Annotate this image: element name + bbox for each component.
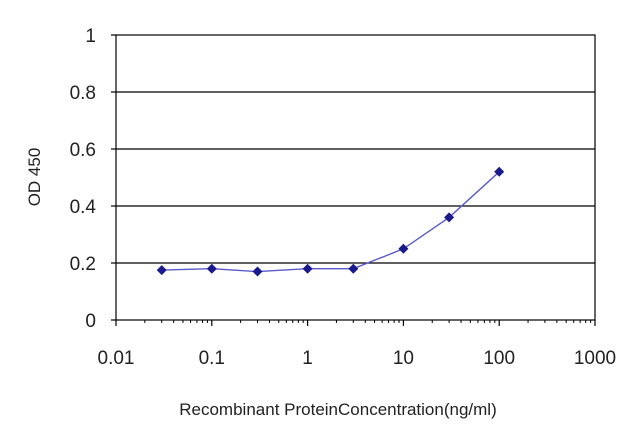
data-point bbox=[494, 166, 505, 177]
data-point bbox=[206, 263, 217, 274]
x-tick-label: 1 bbox=[302, 348, 313, 369]
x-tick-label: 0.01 bbox=[98, 348, 135, 369]
x-tick-label: 1000 bbox=[574, 348, 616, 369]
data-point bbox=[398, 243, 409, 254]
x-axis-title: Recombinant ProteinConcentration(ng/ml) bbox=[179, 400, 497, 419]
y-tick-label: 0.4 bbox=[70, 197, 97, 218]
series-line bbox=[161, 171, 500, 273]
y-axis-ticks: 0 0.2 0.4 0.6 0.8 1 bbox=[70, 26, 116, 332]
x-tick-label: 0.1 bbox=[199, 348, 225, 369]
grid-lines bbox=[116, 91, 595, 264]
series-layer bbox=[156, 166, 505, 277]
plot-area bbox=[115, 34, 596, 321]
y-tick-label: 0.8 bbox=[70, 83, 96, 104]
y-tick-label: 0 bbox=[85, 311, 96, 332]
y-axis-title: OD 450 bbox=[25, 148, 44, 207]
data-point bbox=[444, 212, 455, 223]
y-tick-label: 0.2 bbox=[70, 254, 96, 275]
data-point bbox=[348, 263, 359, 274]
x-tick-label: 100 bbox=[483, 348, 515, 369]
data-point bbox=[252, 266, 263, 277]
x-tick-label: 10 bbox=[393, 348, 414, 369]
data-point bbox=[156, 265, 167, 276]
y-tick-label: 1 bbox=[85, 26, 96, 47]
y-tick-label: 0.6 bbox=[70, 140, 96, 161]
data-point bbox=[302, 263, 313, 274]
x-axis-ticks: 0.01 0.1 1 10 100 1000 bbox=[98, 320, 616, 369]
